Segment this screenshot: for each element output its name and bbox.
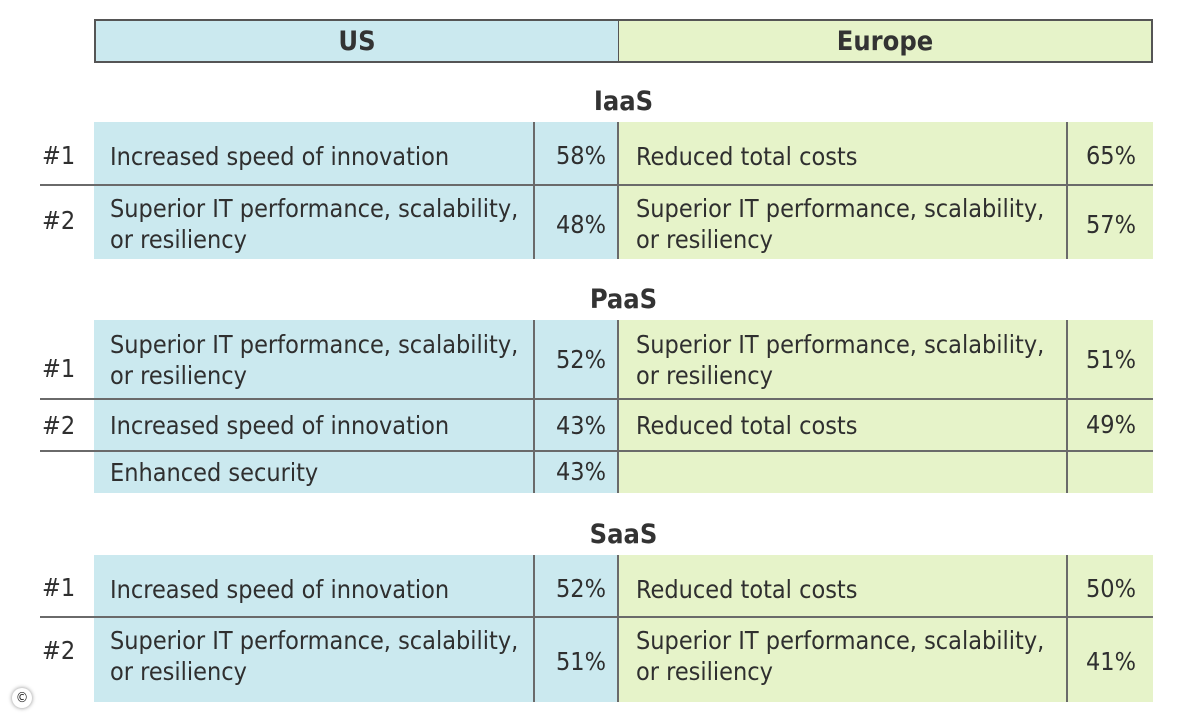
saas-europe-value-2: 41% [1086, 647, 1136, 676]
column-header-us: US [94, 19, 619, 63]
rank-label: #1 [42, 573, 76, 602]
saas-us-block [94, 555, 618, 702]
paas-us-value-1: 52% [556, 345, 606, 374]
saas-us-value-2: 51% [556, 647, 606, 676]
saas-europe-block [618, 555, 1153, 702]
paas-us-value-2: 43% [556, 411, 606, 440]
rank-label: #2 [42, 636, 76, 665]
column-divider [617, 122, 619, 259]
row-divider [40, 616, 1153, 618]
iaas-us-value-1: 58% [556, 141, 606, 170]
column-divider [533, 320, 535, 493]
paas-us-block [94, 320, 618, 493]
paas-europe-value-1: 51% [1086, 345, 1136, 374]
column-divider [1066, 555, 1068, 702]
iaas-europe-value-2: 57% [1086, 210, 1136, 239]
paas-europe-block [618, 320, 1153, 493]
saas-europe-value-1: 50% [1086, 574, 1136, 603]
column-divider [617, 320, 619, 493]
rank-label: #2 [42, 206, 76, 235]
rank-label: #1 [42, 141, 76, 170]
rank-label: #2 [42, 411, 76, 440]
column-divider [1066, 122, 1068, 259]
iaas-europe-reason-1: Reduced total costs [636, 141, 858, 171]
section-title-iaas: IaaS [593, 86, 654, 117]
column-divider [533, 122, 535, 259]
paas-europe-reason-2: Reduced total costs [636, 410, 858, 440]
iaas-us-value-2: 48% [556, 210, 606, 239]
iaas-us-reason-2: Superior IT performance, scalability, or… [110, 194, 519, 254]
paas-us-reason-2: Increased speed of innovation [110, 410, 450, 440]
iaas-us-block [94, 122, 618, 259]
paas-us-value-3: 43% [556, 457, 606, 486]
section-title-paas: PaaS [589, 284, 658, 315]
copyright-icon: © [12, 688, 32, 708]
rank-label: #1 [42, 354, 76, 383]
iaas-europe-value-1: 65% [1086, 141, 1136, 170]
saas-us-reason-2: Superior IT performance, scalability, or… [110, 626, 519, 686]
column-divider [1066, 320, 1068, 493]
row-divider [40, 398, 1153, 400]
paas-europe-value-2: 49% [1086, 410, 1136, 439]
iaas-us-reason-1: Increased speed of innovation [110, 141, 450, 171]
section-title-saas: SaaS [589, 519, 658, 550]
iaas-europe-reason-2: Superior IT performance, scalability, or… [636, 194, 1045, 254]
row-divider [40, 184, 1153, 186]
saas-us-value-1: 52% [556, 574, 606, 603]
saas-europe-reason-1: Reduced total costs [636, 574, 858, 604]
paas-us-reason-1: Superior IT performance, scalability, or… [110, 330, 519, 390]
paas-europe-reason-1: Superior IT performance, scalability, or… [636, 330, 1045, 390]
row-divider [40, 450, 1153, 452]
saas-us-reason-1: Increased speed of innovation [110, 574, 450, 604]
column-divider [617, 555, 619, 702]
iaas-europe-block [618, 122, 1153, 259]
column-header-europe: Europe [618, 19, 1153, 63]
column-divider [533, 555, 535, 702]
paas-us-reason-3: Enhanced security [110, 457, 319, 487]
saas-europe-reason-2: Superior IT performance, scalability, or… [636, 626, 1045, 686]
